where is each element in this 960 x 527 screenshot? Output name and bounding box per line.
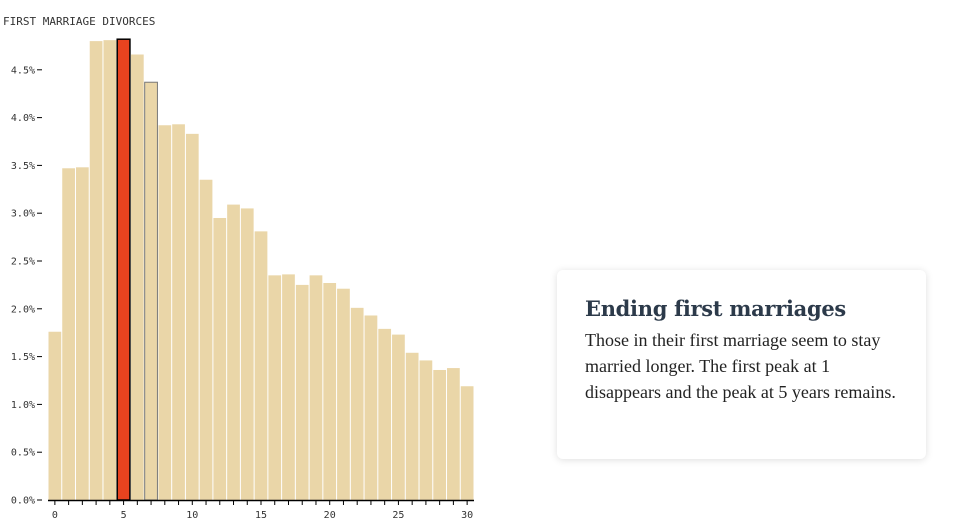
bar (282, 274, 295, 500)
bar (447, 368, 460, 500)
y-tick-label: 0.5% (11, 448, 35, 459)
bar (378, 328, 392, 500)
y-tick-label: 3.0% (11, 209, 35, 220)
y-tick-label: 1.0% (11, 400, 35, 411)
x-axis: 0 5 10 15 20 25 30 (48, 499, 474, 521)
chart-title: FIRST MARRIAGE DIVORCES (3, 15, 155, 28)
y-tick-label: 0.0% (11, 496, 35, 507)
bar (48, 331, 62, 500)
x-tick-label: 20 (324, 510, 336, 521)
y-tick-label: 4.0% (11, 113, 35, 124)
bar (254, 231, 268, 501)
bar (185, 133, 199, 500)
bar (295, 284, 309, 500)
bar (364, 315, 378, 500)
y-tick-label: 4.5% (11, 65, 35, 76)
card-title: Ending first marriages (585, 296, 846, 321)
bar (392, 334, 405, 500)
y-tick-label: 2.0% (11, 304, 35, 315)
x-tick-label: 0 (52, 510, 58, 521)
x-tick-label: 25 (392, 510, 404, 521)
bar (213, 217, 227, 501)
y-tick-label: 1.5% (11, 352, 35, 363)
bar-highlighted (116, 38, 131, 501)
bar (89, 41, 103, 501)
bar-outlined (144, 81, 158, 501)
bar (433, 369, 447, 500)
bar (75, 167, 89, 500)
bar (309, 275, 323, 500)
bar (240, 208, 254, 501)
bar (62, 168, 75, 500)
bar (460, 386, 474, 500)
y-axis: 0.0% 0.5% 1.0% 1.5% 2.0% 2.5% 3.0% 3.5% 4.0% 4.5% (11, 65, 42, 507)
bar (158, 125, 172, 500)
x-tick-label: 30 (461, 510, 473, 521)
bar (268, 275, 282, 500)
bars-group (48, 38, 474, 501)
bar (172, 124, 185, 500)
bar (337, 288, 350, 500)
bar (199, 179, 213, 501)
bar (419, 360, 433, 500)
bar (227, 204, 240, 500)
bar (350, 307, 364, 500)
histogram-chart: FIRST MARRIAGE DIVORCES 0.0% 0.5% 1.0% 1.5%… (3, 15, 474, 521)
x-tick-label: 15 (255, 510, 267, 521)
card-text: Those in their first marriage seem to st… (585, 330, 896, 402)
bar (405, 352, 419, 500)
x-tick-label: 10 (186, 510, 198, 521)
x-tick-label: 5 (121, 510, 127, 521)
bar (323, 282, 337, 500)
y-tick-label: 3.5% (11, 161, 35, 172)
annotation-card: Ending first marriages Those in their fi… (557, 270, 926, 459)
bar (130, 54, 144, 500)
y-tick-label: 2.5% (11, 257, 35, 268)
bar (103, 40, 117, 500)
